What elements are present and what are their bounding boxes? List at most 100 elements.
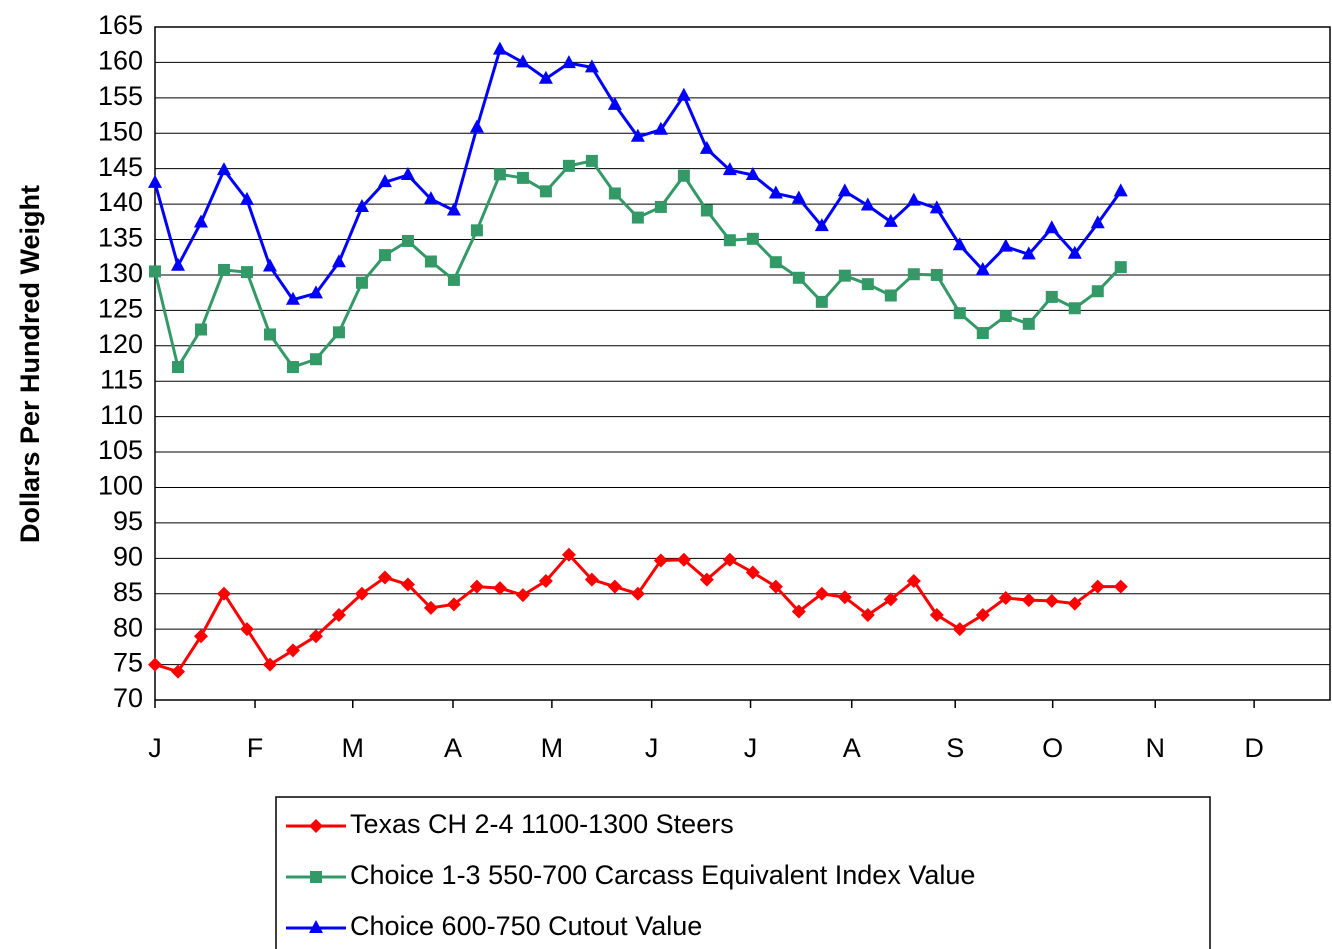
y-tick-label: 115 bbox=[100, 364, 143, 394]
y-axis-label: Dollars Per Hundred Weight bbox=[15, 185, 45, 543]
marker bbox=[746, 232, 759, 245]
marker bbox=[814, 586, 829, 601]
marker bbox=[723, 234, 736, 247]
marker bbox=[423, 600, 438, 615]
marker bbox=[722, 552, 737, 567]
marker bbox=[792, 271, 805, 284]
marker bbox=[401, 234, 414, 247]
marker bbox=[378, 249, 391, 262]
x-tick-label: J bbox=[744, 733, 758, 763]
x-tick-label: O bbox=[1042, 733, 1063, 763]
marker bbox=[240, 266, 253, 279]
y-tick-label: 160 bbox=[98, 46, 143, 76]
marker bbox=[653, 121, 668, 135]
marker bbox=[194, 323, 207, 336]
y-tick-label: 85 bbox=[113, 577, 143, 607]
marker bbox=[860, 197, 875, 211]
marker bbox=[148, 174, 162, 188]
marker bbox=[538, 573, 553, 588]
x-tick-label: M bbox=[541, 733, 564, 763]
marker bbox=[953, 307, 966, 320]
marker bbox=[400, 577, 415, 592]
marker bbox=[424, 255, 437, 268]
marker bbox=[584, 59, 599, 73]
marker bbox=[1090, 215, 1105, 229]
marker bbox=[630, 128, 645, 142]
marker bbox=[585, 154, 598, 167]
marker bbox=[193, 629, 208, 644]
legend-box bbox=[275, 796, 1211, 949]
marker bbox=[883, 592, 898, 607]
marker bbox=[838, 269, 851, 282]
marker bbox=[1044, 593, 1059, 608]
marker bbox=[906, 192, 921, 206]
plot-border bbox=[154, 26, 1331, 701]
marker bbox=[470, 224, 483, 237]
marker bbox=[653, 553, 668, 568]
marker bbox=[1022, 317, 1035, 330]
y-tick-label: 135 bbox=[98, 223, 143, 253]
y-tick-label: 95 bbox=[113, 506, 143, 536]
marker bbox=[285, 291, 300, 305]
marker bbox=[492, 581, 507, 596]
marker bbox=[1090, 579, 1105, 594]
marker bbox=[837, 183, 852, 197]
x-tick-label: N bbox=[1145, 733, 1165, 763]
x-tick-label: A bbox=[444, 733, 462, 763]
marker bbox=[745, 565, 760, 580]
marker bbox=[1067, 596, 1082, 611]
y-tick-label: 150 bbox=[98, 116, 143, 146]
marker bbox=[331, 607, 346, 622]
marker bbox=[791, 604, 806, 619]
marker bbox=[239, 191, 254, 205]
marker bbox=[263, 328, 276, 341]
marker bbox=[1021, 246, 1036, 260]
marker bbox=[791, 190, 806, 204]
marker bbox=[837, 590, 852, 605]
marker bbox=[446, 202, 461, 216]
marker bbox=[538, 70, 553, 84]
legend-label: Choice 600-750 Cutout Value bbox=[350, 911, 702, 941]
x-tick-label: D bbox=[1244, 733, 1264, 763]
marker bbox=[861, 278, 874, 291]
marker bbox=[149, 265, 161, 278]
marker bbox=[516, 171, 529, 184]
marker bbox=[999, 310, 1012, 323]
marker bbox=[262, 258, 277, 272]
marker bbox=[884, 289, 897, 302]
marker bbox=[239, 622, 254, 637]
marker bbox=[906, 573, 921, 588]
marker bbox=[676, 87, 691, 101]
x-tick-label: S bbox=[946, 733, 964, 763]
marker bbox=[308, 629, 323, 644]
marker bbox=[699, 140, 714, 154]
y-tick-label: 75 bbox=[113, 648, 143, 678]
legend-marker bbox=[309, 920, 323, 933]
series-line bbox=[153, 47, 1122, 302]
marker bbox=[309, 353, 322, 366]
x-tick-label: J bbox=[148, 733, 162, 763]
marker bbox=[286, 361, 299, 374]
marker bbox=[216, 586, 231, 601]
marker bbox=[700, 204, 713, 217]
y-tick-label: 80 bbox=[113, 612, 143, 642]
marker bbox=[631, 211, 644, 224]
legend-marker bbox=[309, 819, 323, 833]
marker bbox=[608, 187, 621, 200]
marker bbox=[377, 570, 392, 585]
marker bbox=[976, 327, 989, 340]
x-tick-label: M bbox=[341, 733, 364, 763]
x-tick-label: A bbox=[843, 733, 861, 763]
y-tick-label: 130 bbox=[98, 258, 143, 288]
y-tick-label: 155 bbox=[98, 81, 143, 111]
marker bbox=[193, 214, 208, 228]
legend-label: Texas CH 2-4 1100-1300 Steers bbox=[350, 809, 734, 839]
marker bbox=[171, 361, 184, 374]
marker bbox=[860, 607, 875, 622]
marker bbox=[446, 597, 461, 612]
marker bbox=[423, 191, 438, 205]
marker bbox=[907, 268, 920, 281]
marker bbox=[377, 174, 392, 188]
marker bbox=[561, 547, 576, 562]
marker bbox=[355, 276, 368, 289]
